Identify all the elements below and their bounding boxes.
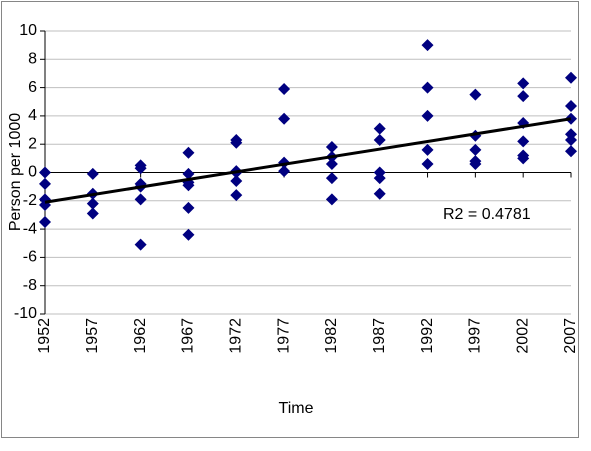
data-point [517,135,530,148]
data-point [39,166,51,179]
x-axis-label: Time [279,400,314,417]
y-tick-label: 4 [28,107,37,124]
data-point [134,193,147,206]
data-point [373,187,386,200]
data-point [469,143,482,156]
data-point [565,99,577,112]
y-tick-label: 10 [19,22,37,39]
x-tick-label: 1977 [275,318,292,354]
y-tick-label: 2 [28,135,37,152]
x-tick-label: 2007 [562,318,579,354]
data-point [565,71,577,84]
data-point [182,201,195,214]
x-tick-label: 1997 [467,318,484,354]
data-point [182,179,195,192]
data-point [325,193,338,206]
data-point [565,145,577,158]
x-tick-label: 1957 [84,318,101,354]
data-point [325,158,338,171]
data-point [469,158,482,171]
data-point [517,90,530,103]
data-point [421,158,434,171]
x-tick-label: 1987 [371,318,388,354]
data-point [517,77,530,90]
annotation-bg [438,203,566,227]
data-point [421,39,434,52]
data-point [421,143,434,156]
data-point [86,167,99,180]
data-point [325,172,338,185]
y-axis-label: Person per 1000 [7,113,24,231]
x-tick-label: 1982 [323,318,340,354]
y-tick-label: -2 [23,192,37,209]
y-tick-label: 6 [28,79,37,96]
data-point [373,172,386,185]
y-tick-label: -10 [14,305,37,322]
data-point [134,162,147,175]
data-point [278,83,291,96]
y-tick-label: -8 [23,277,37,294]
data-point [278,165,291,178]
x-tick-label: 1952 [36,318,53,354]
data-point [230,136,243,149]
data-point [39,177,51,190]
data-point [230,189,243,202]
data-point [278,112,291,125]
data-point [565,133,577,146]
x-tick-label: 1992 [419,318,436,354]
annotation: R2 = 0.4781 [443,206,531,223]
x-tick-label: 2002 [514,318,531,354]
data-point [39,216,51,229]
y-tick-label: 8 [28,51,37,68]
data-point [325,141,338,154]
data-point [517,152,530,165]
data-point [230,174,243,187]
x-tick-label: 1962 [132,318,149,354]
y-tick-label: -6 [23,249,37,266]
y-tick-label: 0 [28,164,37,181]
data-point [86,207,99,220]
y-tick-label: -4 [23,220,37,237]
data-point [421,81,434,94]
data-point [421,109,434,122]
data-point [517,116,530,129]
data-point [182,146,195,159]
data-point [182,167,195,180]
x-tick-label: 1972 [227,318,244,354]
x-tick-label: 1967 [180,318,197,354]
data-point [134,238,147,251]
data-point [373,133,386,146]
data-point [182,228,195,241]
data-point [469,88,482,101]
data-point [373,122,386,135]
trend-line [44,117,572,204]
data-point [86,197,99,210]
